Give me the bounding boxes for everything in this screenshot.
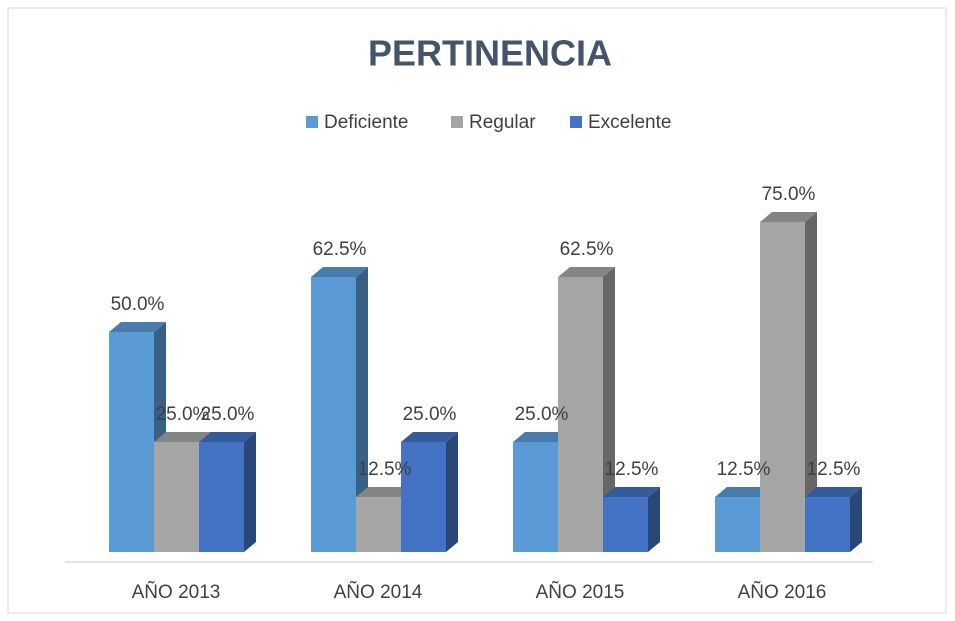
bar-side	[446, 432, 458, 552]
data-label: 25.0%	[515, 404, 569, 425]
data-label: 62.5%	[313, 239, 367, 260]
bar-front	[109, 332, 154, 552]
bar-front	[356, 497, 401, 552]
data-label: 50.0%	[111, 294, 165, 315]
bar-side	[850, 487, 862, 552]
bar-side	[603, 267, 615, 552]
bar-top	[311, 267, 368, 277]
bar-side	[805, 212, 817, 552]
bar-top	[109, 322, 166, 332]
bar-front	[715, 497, 760, 552]
data-label: 25.0%	[403, 404, 457, 425]
bar-top	[760, 212, 817, 222]
legend-label: Regular	[469, 112, 536, 133]
legend-swatch	[451, 116, 463, 128]
data-label: 12.5%	[358, 459, 412, 480]
x-tick-label: AÑO 2013	[132, 581, 221, 603]
bar-top	[558, 267, 615, 277]
data-label: 25.0%	[156, 404, 210, 425]
bar	[603, 487, 660, 552]
bar-front	[805, 497, 850, 552]
bar	[805, 487, 862, 552]
bar	[311, 267, 368, 552]
x-tick-label: AÑO 2016	[738, 581, 827, 603]
bar	[401, 432, 458, 552]
x-tick-label: AÑO 2014	[334, 581, 423, 603]
chart-title: PERTINENCIA	[368, 33, 612, 74]
legend-swatch	[570, 116, 582, 128]
bar	[199, 432, 256, 552]
bar-top	[199, 432, 256, 442]
bar-front	[513, 442, 558, 552]
bar-top	[154, 432, 211, 442]
data-label: 12.5%	[717, 459, 771, 480]
bar-top	[356, 487, 413, 497]
bar-side	[356, 267, 368, 552]
bar-front	[558, 277, 603, 552]
bar-top	[603, 487, 660, 497]
x-tick-label: AÑO 2015	[536, 581, 625, 603]
bar-side	[648, 487, 660, 552]
bar-top	[715, 487, 772, 497]
bar-front	[603, 497, 648, 552]
bar-front	[199, 442, 244, 552]
bar	[760, 212, 817, 552]
legend-label: Deficiente	[324, 112, 409, 133]
data-label: 25.0%	[201, 404, 255, 425]
legend-swatch	[306, 116, 318, 128]
bar-side	[244, 432, 256, 552]
data-label: 75.0%	[762, 184, 816, 205]
bar-front	[760, 222, 805, 552]
bar	[558, 267, 615, 552]
bar-top	[513, 432, 570, 442]
bar-top	[805, 487, 862, 497]
legend-label: Excelente	[588, 112, 671, 133]
data-label: 62.5%	[560, 239, 614, 260]
bar-front	[154, 442, 199, 552]
data-label: 12.5%	[807, 459, 861, 480]
bar-top	[401, 432, 458, 442]
data-label: 12.5%	[605, 459, 659, 480]
bar-front	[401, 442, 446, 552]
bar-front	[311, 277, 356, 552]
